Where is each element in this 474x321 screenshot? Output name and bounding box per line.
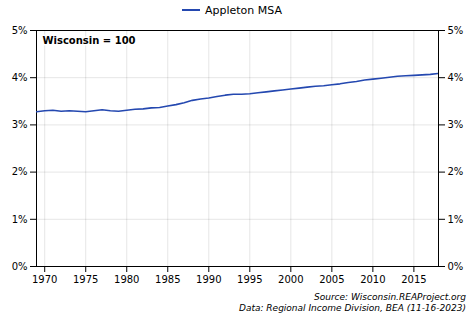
svg-text:2%: 2% xyxy=(448,166,464,177)
svg-text:1990: 1990 xyxy=(196,274,221,285)
svg-text:3%: 3% xyxy=(448,119,464,130)
svg-text:3%: 3% xyxy=(12,119,28,130)
svg-text:5%: 5% xyxy=(12,25,28,36)
svg-text:2000: 2000 xyxy=(278,274,303,285)
svg-text:1985: 1985 xyxy=(155,274,180,285)
svg-text:1980: 1980 xyxy=(114,274,139,285)
svg-text:4%: 4% xyxy=(448,72,464,83)
svg-text:Wisconsin = 100: Wisconsin = 100 xyxy=(43,35,136,46)
svg-text:1%: 1% xyxy=(448,214,464,225)
svg-text:1970: 1970 xyxy=(32,274,57,285)
svg-text:0%: 0% xyxy=(448,261,464,272)
svg-text:5%: 5% xyxy=(448,25,464,36)
svg-text:1995: 1995 xyxy=(237,274,262,285)
svg-text:4%: 4% xyxy=(12,72,28,83)
svg-text:1975: 1975 xyxy=(73,274,98,285)
svg-text:2015: 2015 xyxy=(401,274,426,285)
html-text:Appleton MSA: Appleton MSA xyxy=(205,3,282,17)
svg-text:1%: 1% xyxy=(12,214,28,225)
svg-text:2010: 2010 xyxy=(360,274,385,285)
svg-text:0%: 0% xyxy=(12,261,28,272)
svg-text:2%: 2% xyxy=(12,166,28,177)
html-text:Source: Wisconsin.REAProject.o: Source: Wisconsin.REAProject.org Data: R… xyxy=(239,292,466,313)
svg-text:2005: 2005 xyxy=(319,274,344,285)
